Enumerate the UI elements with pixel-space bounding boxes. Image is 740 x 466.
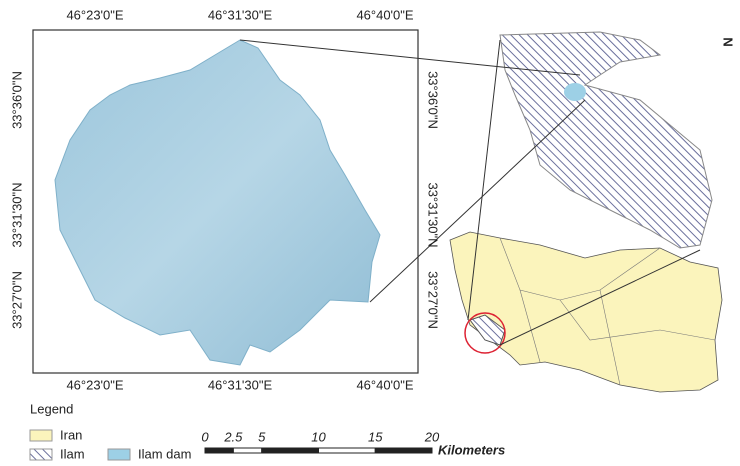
scale-segment [262, 448, 319, 453]
legend-swatch [30, 449, 52, 460]
bottom-coordinate: 46°40'0"E [356, 377, 413, 392]
ilam-dam [564, 83, 586, 101]
top-coordinate: 46°40'0"E [356, 7, 413, 22]
left-coordinate: 33°31'30"N [9, 182, 24, 247]
left-coordinate: 33°36'0"N [9, 71, 24, 129]
legend-swatch [108, 449, 130, 460]
scale-tick: 15 [368, 429, 383, 444]
map: 46°23'0"E 46°23'0"E 46°31'30"E 46°31'30"E 46… [0, 0, 740, 461]
top-coordinate: 46°23'0"E [66, 7, 123, 22]
scale-tick: 2.5 [223, 429, 243, 444]
iran-map [450, 232, 722, 392]
scale-segment [319, 448, 376, 453]
scale-tick: 10 [311, 429, 326, 444]
legend-item: Ilam [60, 446, 85, 461]
legend-swatch [30, 430, 52, 441]
bottom-coordinate: 46°31'30"E [208, 377, 273, 392]
right-coordinate: 33°31'30"N [426, 182, 441, 247]
scale-tick: 0 [201, 429, 209, 444]
scale-unit: Kilometers [438, 442, 505, 457]
ilam-province [500, 32, 712, 248]
north-arrow: N [721, 37, 736, 46]
scale-segment [375, 448, 432, 453]
top-coordinate: 46°31'30"E [208, 7, 273, 22]
legend-item: Ilam dam [138, 446, 191, 461]
scale-segment [233, 448, 261, 453]
bottom-coordinate: 46°23'0"E [66, 377, 123, 392]
scale-segment [205, 448, 233, 453]
scale-tick: 5 [258, 429, 266, 444]
legend-title: Legend [30, 401, 73, 416]
legend-item: Iran [60, 427, 82, 442]
left-coordinate: 33°27'0"N [9, 271, 24, 329]
right-coordinate: 33°36'0"N [426, 71, 441, 129]
right-coordinate: 33°27'0"N [426, 271, 441, 329]
